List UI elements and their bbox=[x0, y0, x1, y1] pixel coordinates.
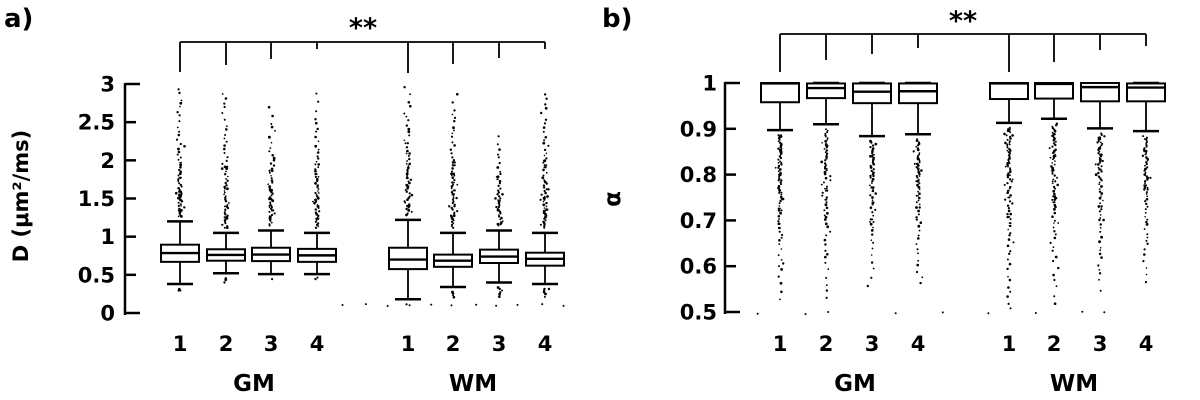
x-tick-label: 1 bbox=[1002, 332, 1017, 356]
iqr-box bbox=[1034, 82, 1074, 100]
x-tick-label: 4 bbox=[911, 332, 926, 356]
outliers-GM-2 bbox=[820, 128, 832, 299]
y-tick-label: 2 bbox=[100, 149, 115, 173]
y-tick-label: 0.5 bbox=[78, 263, 115, 287]
outliers-GM-3 bbox=[267, 105, 276, 281]
y-axis: 0.5 0.6 0.7 0.8 0.9 1 bbox=[680, 72, 740, 325]
iqr-box bbox=[760, 82, 800, 104]
outliers-WM-4 bbox=[1141, 135, 1152, 284]
significance-bracket bbox=[779, 33, 1147, 72]
x-tick-label: 3 bbox=[492, 332, 507, 356]
panel-b-y-axis-title: α bbox=[600, 191, 626, 207]
x-tick-label: 1 bbox=[401, 332, 416, 356]
outliers-WM-2 bbox=[448, 92, 459, 299]
x-tick-label: 2 bbox=[219, 332, 234, 356]
box-WM-1 bbox=[989, 82, 1029, 310]
x-tick-label: 4 bbox=[310, 332, 325, 356]
y-tick-label: 1 bbox=[100, 225, 115, 249]
x-tick-label: 3 bbox=[865, 332, 880, 356]
box-GM-1 bbox=[760, 82, 800, 301]
box-GM-1 bbox=[160, 88, 200, 292]
box-WM-1 bbox=[388, 86, 428, 306]
outliers-WM-3 bbox=[494, 135, 504, 299]
panel-a-group-label-wm: WM bbox=[449, 371, 497, 397]
box-WM-2 bbox=[1034, 82, 1074, 306]
panel-a-plot: 0 0.5 1 1.5 2 2.5 3 1 2 3 4 1 2 3 4 bbox=[78, 41, 565, 356]
outliers-WM-1 bbox=[1003, 126, 1015, 310]
floor-outlier-dots bbox=[341, 303, 565, 307]
outliers-GM-4 bbox=[912, 138, 924, 285]
iqr-box bbox=[989, 82, 1029, 101]
x-tick-label: 1 bbox=[173, 332, 188, 356]
y-tick-label: 0.7 bbox=[680, 209, 717, 233]
box-WM-3 bbox=[1080, 82, 1120, 292]
box-WM-2 bbox=[433, 92, 473, 299]
iqr-box bbox=[1126, 82, 1166, 103]
x-tick-label: 2 bbox=[1047, 332, 1062, 356]
outliers-GM-1 bbox=[774, 134, 785, 301]
outliers-GM-4 bbox=[312, 92, 321, 281]
outliers-WM-2 bbox=[1048, 122, 1060, 306]
panel-a-group-label-gm: GM bbox=[233, 371, 275, 397]
panel-b-group-label-gm: GM bbox=[834, 371, 876, 397]
iqr-box bbox=[806, 82, 846, 100]
panel-a-significance-label: ** bbox=[349, 13, 377, 44]
y-tick-label: 0.6 bbox=[680, 255, 717, 279]
box-GM-2 bbox=[206, 93, 246, 284]
y-axis: 0 0.5 1 1.5 2 2.5 3 bbox=[78, 73, 140, 326]
panel-b-letter: b) bbox=[602, 4, 633, 34]
x-tick-label: 4 bbox=[1139, 332, 1154, 356]
outliers-WM-1 bbox=[403, 86, 414, 306]
outliers-GM-1 bbox=[174, 88, 186, 292]
outliers-GM-2 bbox=[220, 93, 230, 284]
outliers-GM-3 bbox=[866, 139, 878, 288]
significance-bracket bbox=[179, 41, 546, 73]
y-tick-label: 1 bbox=[702, 72, 717, 96]
panel-b-significance-label: ** bbox=[949, 6, 977, 37]
y-tick-label: 0.5 bbox=[680, 301, 717, 325]
x-tick-label: 3 bbox=[264, 332, 279, 356]
y-tick-label: 0.9 bbox=[680, 117, 717, 141]
panel-b-group-label-wm: WM bbox=[1050, 371, 1098, 397]
x-tick-label: 2 bbox=[446, 332, 461, 356]
box-WM-4 bbox=[525, 93, 565, 298]
box-GM-4 bbox=[297, 92, 337, 281]
panel-a-letter: a) bbox=[4, 4, 33, 34]
floor-outlier-dots bbox=[756, 310, 1106, 316]
iqr-box bbox=[852, 82, 892, 105]
outliers-WM-4 bbox=[539, 93, 551, 298]
y-tick-label: 1.5 bbox=[78, 187, 115, 211]
panel-b-plot: 0.5 0.6 0.7 0.8 0.9 1 1 2 3 4 1 2 3 4 bbox=[680, 33, 1166, 356]
box-GM-2 bbox=[806, 81, 846, 299]
box-GM-4 bbox=[898, 81, 938, 285]
x-tick-label: 3 bbox=[1093, 332, 1108, 356]
panel-a-y-axis-title: D (μm²/ms) bbox=[9, 130, 33, 263]
x-tick-label: 1 bbox=[773, 332, 788, 356]
box-WM-4 bbox=[1126, 81, 1166, 284]
iqr-box bbox=[1080, 82, 1120, 103]
y-tick-label: 2.5 bbox=[78, 111, 115, 135]
x-tick-label: 2 bbox=[819, 332, 834, 356]
y-tick-label: 3 bbox=[100, 73, 115, 97]
y-tick-label: 0.8 bbox=[680, 163, 717, 187]
box-GM-3 bbox=[852, 81, 892, 288]
box-WM-3 bbox=[479, 135, 519, 299]
box-GM-3 bbox=[251, 105, 291, 281]
y-tick-label: 0 bbox=[100, 302, 115, 326]
outliers-WM-3 bbox=[1094, 132, 1106, 292]
x-tick-label: 4 bbox=[538, 332, 553, 356]
iqr-box bbox=[898, 82, 938, 105]
